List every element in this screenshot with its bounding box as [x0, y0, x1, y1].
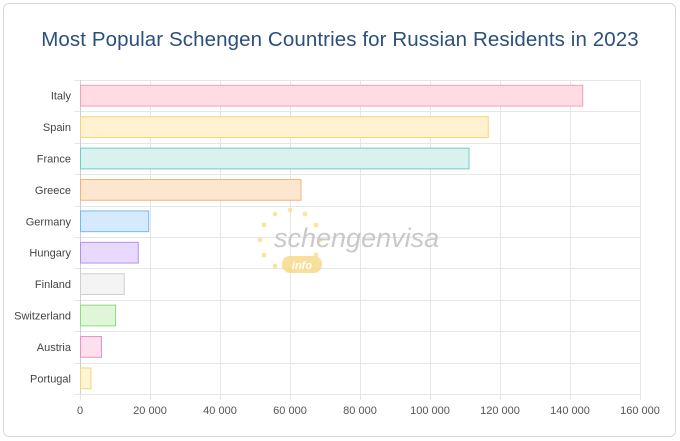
x-tick-label-6: 120 000 [480, 405, 520, 417]
category-label-switzerland: Switzerland [14, 311, 71, 323]
watermark-star-0 [317, 237, 323, 243]
bar-france [80, 147, 470, 170]
category-label-portugal: Portugal [30, 373, 71, 385]
watermark-sub: info [292, 260, 312, 272]
bar-greece [80, 179, 302, 201]
bar-portugal [80, 367, 92, 390]
watermark-star-6 [257, 237, 263, 243]
category-label-france: France [37, 154, 71, 166]
watermark-star-10 [302, 211, 308, 217]
x-tick-label-4: 80 000 [343, 405, 377, 417]
x-tick-labels: 0 20 000 40 000 60 000 80 000 100 000 120 000 1… [77, 405, 660, 417]
x-tick-label-1: 20 000 [133, 405, 167, 417]
x-tick-label-7: 140 000 [550, 405, 590, 417]
category-label-austria: Austria [37, 342, 72, 354]
bar-switzerland [80, 304, 116, 327]
watermark-brand: schengenvisa [274, 223, 439, 253]
x-tick-label-2: 40 000 [203, 405, 237, 417]
watermark: schengenvisa info [257, 207, 439, 273]
bar-finland [80, 273, 125, 295]
category-label-greece: Greece [35, 185, 71, 197]
watermark-star-8 [272, 211, 278, 217]
category-label-spain: Spain [43, 122, 71, 134]
category-label-finland: Finland [35, 279, 71, 291]
category-labels: Italy Spain France Greece Germany Hungary Finl… [14, 91, 72, 386]
bar-italy [80, 84, 584, 107]
watermark-star-7 [261, 222, 267, 228]
category-label-germany: Germany [26, 216, 72, 228]
bar-hungary [80, 241, 139, 264]
bar-germany [80, 210, 150, 233]
watermark-star-4 [272, 263, 278, 269]
watermark-star-5 [261, 252, 267, 258]
x-tick-label-8: 160 000 [620, 405, 660, 417]
watermark-star-9 [287, 207, 293, 213]
watermark-star-11 [313, 222, 319, 228]
x-tick-label-5: 100 000 [410, 405, 450, 417]
bars [80, 84, 584, 390]
bar-spain [80, 116, 489, 138]
category-label-italy: Italy [51, 91, 72, 103]
category-label-hungary: Hungary [29, 248, 71, 260]
x-tick-label-0: 0 [77, 405, 83, 417]
x-tick-label-3: 60 000 [273, 405, 307, 417]
watermark-badge [282, 256, 322, 273]
bar-austria [80, 336, 102, 358]
chart-title: Most Popular Schengen Countries for Russ… [41, 28, 639, 51]
